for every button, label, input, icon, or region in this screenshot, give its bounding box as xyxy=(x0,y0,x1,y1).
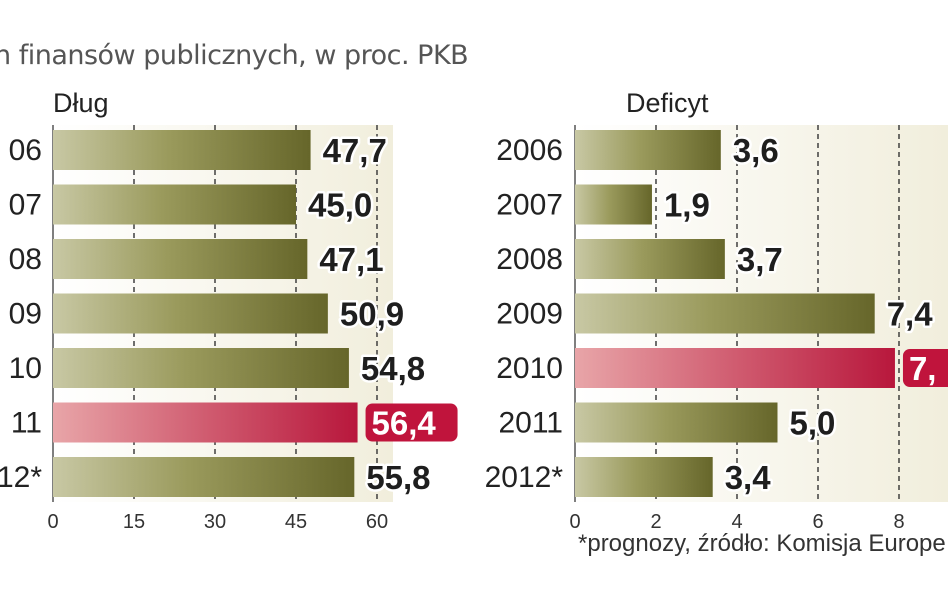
deficit-value-halo: 3,7 xyxy=(737,241,783,278)
debt-tick-label: 60 xyxy=(366,511,388,533)
debt-value-label: 45,0 xyxy=(308,187,372,224)
deficit-tick-label: 0 xyxy=(569,511,580,533)
debt-value-halo: 47,7 xyxy=(323,132,387,169)
debt-bar xyxy=(53,348,349,388)
deficit-category-label: 2009 xyxy=(496,298,563,331)
debt-category-label: 07 xyxy=(9,189,42,222)
deficit-value-label: 7,4 xyxy=(887,296,934,333)
debt-category-label: 08 xyxy=(9,243,42,276)
deficit-category-label: 2010 xyxy=(496,352,563,385)
deficit-category-label: 2012* xyxy=(485,461,564,494)
debt-bar xyxy=(53,130,311,170)
debt-tick-label: 30 xyxy=(204,511,226,533)
deficit-value-label: 5,0 xyxy=(790,405,836,442)
debt-bar xyxy=(53,457,355,497)
deficit-bar xyxy=(575,239,725,279)
deficit-value-label: 1,9 xyxy=(664,187,710,224)
chart-subtitle: n finansów publicznych, w proc. PKB xyxy=(0,40,469,71)
debt-tick-label: 15 xyxy=(123,511,145,533)
deficit-value-label: 3,6 xyxy=(733,132,779,169)
deficit-category-label: 2008 xyxy=(496,243,563,276)
deficit-category-label: 2007 xyxy=(496,189,563,222)
footnote: *prognozy, źródło: Komisja Europe xyxy=(578,530,946,557)
debt-tick-label: 0 xyxy=(47,511,58,533)
debt-value-label: 47,7 xyxy=(323,132,387,169)
debt-bar xyxy=(53,402,358,443)
deficit-value-halo: 1,9 xyxy=(664,187,710,224)
debt-category-label: 06 xyxy=(9,134,42,167)
deficit-bar xyxy=(575,293,875,334)
deficit-value-halo: 3,6 xyxy=(733,132,779,169)
debt-value-label: 54,8 xyxy=(361,350,425,387)
debt-value-halo: 45,0 xyxy=(308,187,372,224)
debt-bar xyxy=(53,239,308,279)
deficit-tick-label: 4 xyxy=(731,511,742,533)
debt-value-label: 56,4 xyxy=(372,405,437,442)
deficit-value-label: 7, xyxy=(909,350,937,387)
debt-value-label: 55,8 xyxy=(366,459,430,496)
deficit-category-label: 2006 xyxy=(496,134,563,167)
deficit-tick-label: 8 xyxy=(893,511,904,533)
debt-category-label: 10 xyxy=(9,352,42,385)
debt-value-halo: 47,1 xyxy=(319,241,383,278)
deficit-bar xyxy=(575,184,652,225)
debt-category-label: 11 xyxy=(11,407,42,440)
deficit-highlight-badge xyxy=(902,349,948,387)
debt-value-halo: 54,8 xyxy=(361,350,425,387)
deficit-value-halo: 5,0 xyxy=(790,405,836,442)
deficit-value-label: 3,4 xyxy=(725,459,772,496)
deficit-bar xyxy=(575,348,895,388)
deficit-bar xyxy=(575,130,721,170)
debt-value-halo: 50,9 xyxy=(340,296,404,333)
debt-title: Dług xyxy=(53,88,109,118)
debt-value-halo: 55,8 xyxy=(366,459,430,496)
debt-bar xyxy=(53,184,296,225)
debt-value-label: 50,9 xyxy=(340,296,404,333)
deficit-value-halo: 3,4 xyxy=(725,459,772,496)
debt-highlight-badge xyxy=(365,403,458,442)
debt-category-label: 09 xyxy=(9,298,42,331)
deficit-tick-label: 2 xyxy=(650,511,661,533)
deficit-bar xyxy=(575,402,778,443)
deficit-value-label: 3,7 xyxy=(737,241,783,278)
deficit-value-halo: 7,4 xyxy=(887,296,934,333)
debt-value-label: 47,1 xyxy=(319,241,383,278)
deficit-title: Deficyt xyxy=(626,88,709,118)
debt-bar xyxy=(53,293,328,334)
deficit-bar xyxy=(575,457,713,497)
deficit-category-label: 2011 xyxy=(498,407,563,440)
deficit-tick-label: 6 xyxy=(812,511,823,533)
debt-category-label: 12* xyxy=(0,461,42,494)
debt-tick-label: 45 xyxy=(285,511,307,533)
